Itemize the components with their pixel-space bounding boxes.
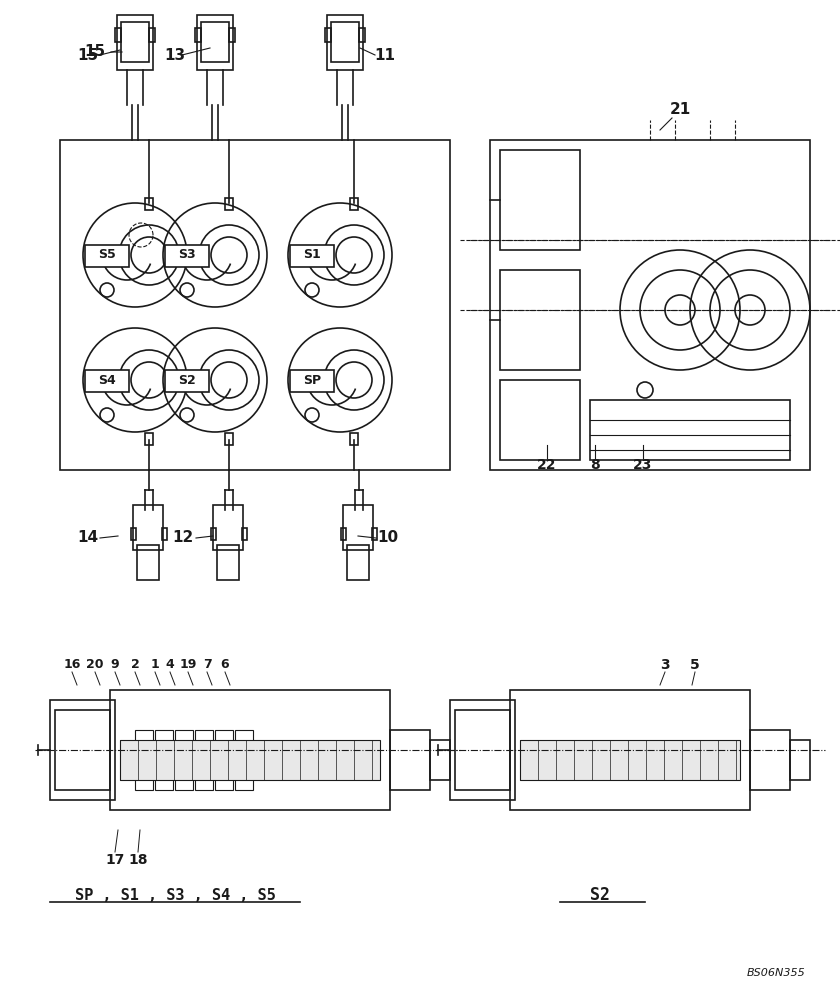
Bar: [372, 528, 377, 540]
Bar: [500, 150, 580, 250]
Bar: [520, 740, 740, 780]
Bar: [211, 528, 216, 540]
Bar: [135, 730, 153, 790]
Bar: [165, 370, 209, 392]
Bar: [120, 740, 380, 780]
Bar: [290, 370, 334, 392]
Text: BS06N355: BS06N355: [746, 968, 805, 978]
Text: SP: SP: [303, 373, 321, 386]
Bar: [162, 528, 167, 540]
Bar: [195, 730, 213, 790]
Bar: [225, 433, 233, 445]
Bar: [359, 28, 365, 42]
Bar: [290, 245, 334, 267]
Bar: [110, 690, 390, 810]
Bar: [790, 740, 810, 780]
Bar: [50, 700, 115, 800]
Bar: [390, 730, 430, 790]
Text: S2: S2: [590, 886, 610, 904]
Bar: [327, 15, 363, 70]
Text: S1: S1: [303, 248, 321, 261]
Text: S4: S4: [98, 373, 116, 386]
Bar: [115, 28, 121, 42]
Bar: [155, 730, 173, 790]
Text: 8: 8: [591, 458, 600, 472]
Text: 11: 11: [375, 47, 396, 62]
Text: 9: 9: [111, 658, 119, 672]
Bar: [343, 505, 373, 550]
Bar: [137, 545, 159, 580]
Bar: [175, 730, 193, 790]
Bar: [85, 245, 129, 267]
Bar: [500, 270, 580, 370]
Text: 19: 19: [179, 658, 197, 672]
Text: 17: 17: [105, 853, 124, 867]
Bar: [350, 198, 358, 210]
Bar: [60, 140, 450, 470]
Bar: [350, 433, 358, 445]
Text: 12: 12: [172, 530, 194, 546]
Bar: [215, 730, 233, 790]
Bar: [149, 28, 155, 42]
Bar: [347, 545, 369, 580]
Text: S2: S2: [178, 373, 196, 386]
Text: 21: 21: [669, 103, 690, 117]
Text: S5: S5: [98, 248, 116, 261]
Text: 13: 13: [165, 47, 186, 62]
Bar: [145, 198, 153, 210]
Text: 14: 14: [77, 530, 98, 546]
Bar: [145, 433, 153, 445]
Text: 5: 5: [690, 658, 700, 672]
Text: 6: 6: [221, 658, 229, 672]
Text: 20: 20: [87, 658, 104, 672]
Text: 22: 22: [538, 458, 557, 472]
Text: 15: 15: [84, 44, 105, 60]
Bar: [197, 15, 233, 70]
Text: 3: 3: [660, 658, 669, 672]
Bar: [242, 528, 247, 540]
Bar: [225, 198, 233, 210]
Text: 16: 16: [63, 658, 81, 672]
Bar: [195, 28, 201, 42]
Bar: [331, 22, 359, 62]
Bar: [213, 505, 243, 550]
Bar: [131, 528, 136, 540]
Bar: [510, 690, 750, 810]
Bar: [341, 528, 346, 540]
Text: 23: 23: [633, 458, 653, 472]
Bar: [117, 15, 153, 70]
Text: 1: 1: [150, 658, 160, 672]
Text: S3: S3: [178, 248, 196, 261]
Bar: [500, 380, 580, 460]
Bar: [55, 710, 110, 790]
Text: 7: 7: [202, 658, 212, 672]
Text: 18: 18: [129, 853, 148, 867]
Bar: [450, 700, 515, 800]
Bar: [235, 730, 253, 790]
Bar: [217, 545, 239, 580]
Bar: [490, 140, 810, 470]
Text: 2: 2: [131, 658, 139, 672]
Text: SP , S1 , S3 , S4 , S5: SP , S1 , S3 , S4 , S5: [75, 888, 276, 902]
Text: 10: 10: [377, 530, 398, 546]
Bar: [121, 22, 149, 62]
Text: 4: 4: [165, 658, 175, 672]
Bar: [85, 370, 129, 392]
Text: 15: 15: [77, 47, 98, 62]
Bar: [133, 505, 163, 550]
Bar: [750, 730, 790, 790]
Bar: [229, 28, 235, 42]
Bar: [325, 28, 331, 42]
Bar: [590, 400, 790, 460]
Bar: [165, 245, 209, 267]
Bar: [455, 710, 510, 790]
Bar: [430, 740, 450, 780]
Bar: [201, 22, 229, 62]
